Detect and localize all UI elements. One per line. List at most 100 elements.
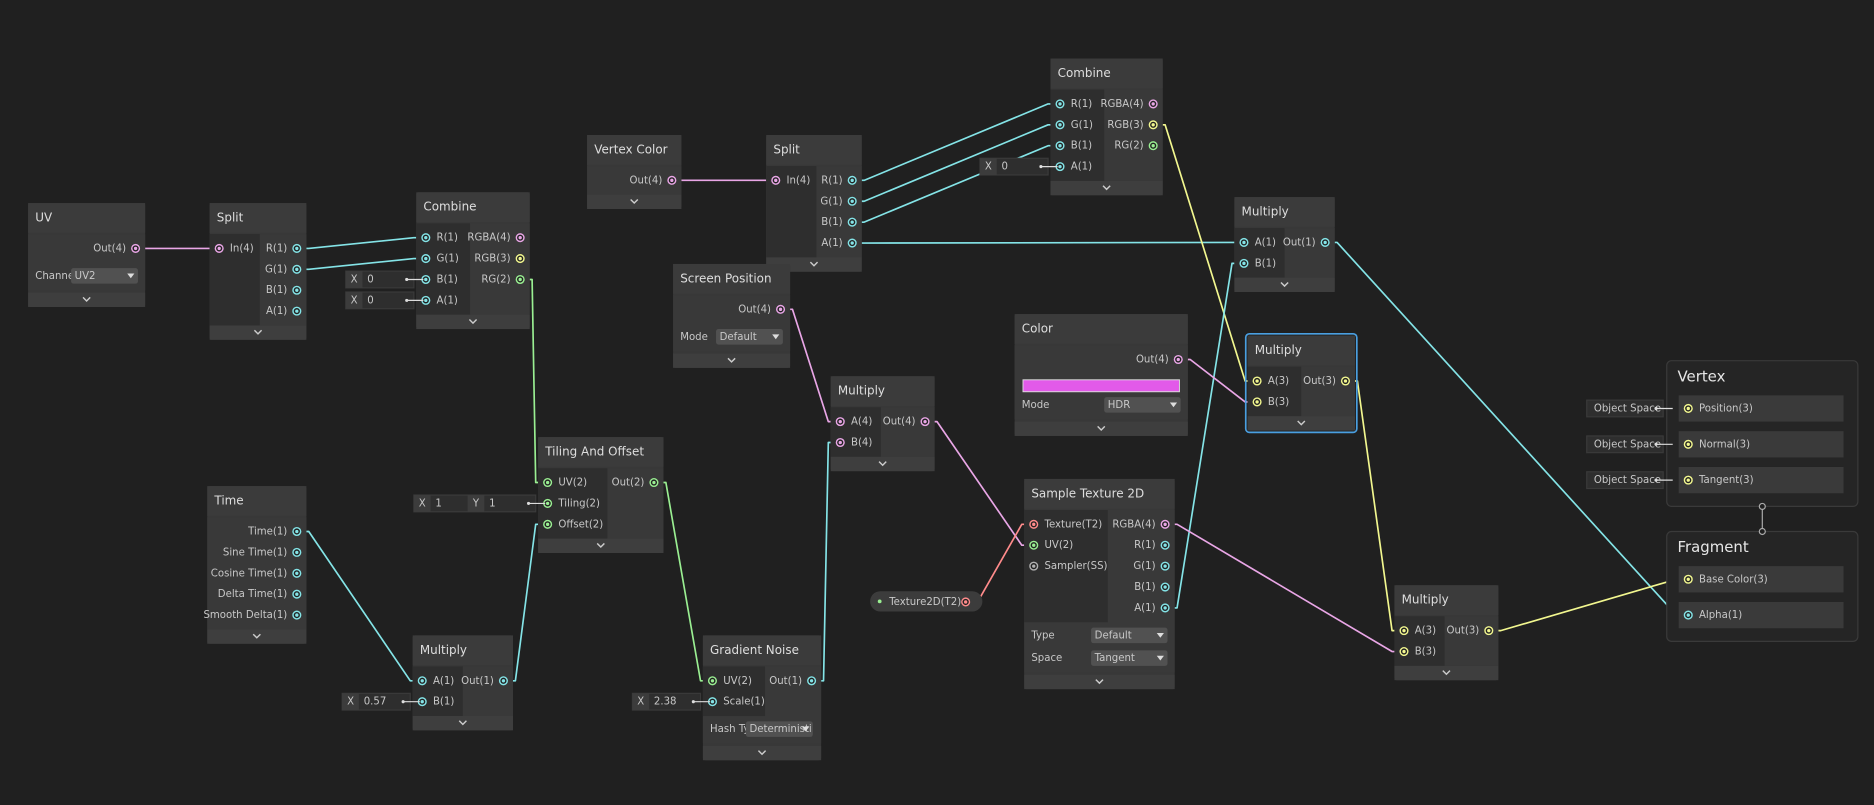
inline-axis-label: X [347, 697, 354, 708]
output-port-dot [1343, 379, 1348, 383]
collapse-arrow[interactable] [1097, 425, 1106, 431]
output-port-dot [670, 178, 674, 183]
master-port-dot [1686, 577, 1690, 581]
dropdown[interactable] [716, 329, 783, 345]
input-label: A(3) [1415, 626, 1436, 637]
node-title: Multiply [1255, 343, 1302, 357]
input-port-dot [710, 679, 715, 683]
input-port-dot [1402, 628, 1406, 633]
collapse-arrow[interactable] [253, 329, 263, 335]
field-label: Mode [1022, 400, 1050, 411]
node[interactable]: Screen Position Out(4) Mode Default [673, 263, 791, 368]
input-column [1394, 616, 1445, 666]
collapse-arrow[interactable] [468, 318, 478, 325]
collapse-arrow[interactable] [1102, 185, 1111, 191]
dropdown[interactable] [1091, 650, 1168, 666]
node[interactable]: Multiply A(3) B(3) Out(3) [1394, 585, 1499, 681]
node-header [766, 134, 862, 165]
collapse-arrow[interactable] [1095, 679, 1104, 685]
input-port-dot [838, 419, 842, 424]
collapse-bar [830, 456, 935, 472]
input-port-dot [424, 298, 428, 303]
node[interactable]: Multiply A(3) B(3) Out(3) [1244, 332, 1358, 434]
node[interactable]: Multiply A(4) B(4) Out(4) [830, 376, 935, 472]
output-label: B(1) [266, 285, 287, 296]
input-port-dot [1032, 522, 1036, 526]
node[interactable]: Split In(4) R(1) G(1) B(1) A(1) [766, 134, 862, 272]
node-header [702, 635, 822, 666]
output-label: G(1) [265, 264, 287, 275]
inline-axis [345, 292, 363, 309]
node[interactable]: UV Out(4) Channe UV2 [28, 203, 146, 307]
collapse-arrow[interactable] [878, 461, 887, 467]
inline-axis-label: X [637, 697, 644, 708]
collapse-arrow[interactable] [458, 720, 467, 726]
collapse-arrow[interactable] [1442, 670, 1451, 676]
collapse-arrow[interactable] [809, 261, 819, 267]
collapse-arrow[interactable] [1280, 281, 1289, 288]
input-port-dot [424, 277, 428, 282]
node[interactable]: Multiply A(1) B(1) X 0.57 Out(1) [341, 635, 514, 731]
property-node[interactable]: Texture2D(T2) [870, 591, 983, 612]
input-port-dot [1242, 261, 1246, 266]
node[interactable]: Color Out(4) Mode HDR [1014, 314, 1188, 436]
output-port-dot [850, 241, 854, 245]
master-row [1678, 431, 1844, 458]
collapse-arrow[interactable] [82, 296, 91, 302]
output-label: Time(1) [247, 526, 287, 537]
collapse-arrow[interactable] [1297, 420, 1306, 426]
node-title: Multiply [1242, 204, 1289, 218]
node-header [412, 635, 514, 666]
node[interactable]: Gradient Noise UV(2) Scale(1) X 2.38 Out(1) Ha… [631, 635, 822, 761]
node[interactable]: Time Time(1) Sine Time(1) Cosine Time(1) Del… [203, 486, 307, 644]
node-title: Time [213, 494, 243, 508]
master-node[interactable]: Vertex Position(3) Object Space Normal(3) Ob… [1586, 360, 1859, 508]
node[interactable]: Combine R(1) G(1) B(1) A(1) X 0 RGBA(4) RGB(3) RG… [979, 58, 1163, 196]
field-label: Mode [680, 332, 708, 343]
input-port-dot [1058, 123, 1062, 127]
collapse-arrow[interactable] [757, 750, 767, 756]
inline-dot [1654, 478, 1658, 482]
inline-axis-label: X [419, 498, 426, 509]
collapse-arrow[interactable] [252, 633, 261, 639]
node[interactable]: Multiply A(1) B(1) Out(1) [1234, 197, 1335, 293]
output-port-dot [295, 309, 299, 313]
node[interactable]: Sample Texture 2D Texture(T2) UV(2) Sampler… [1024, 478, 1175, 690]
output-label: Out(4) [738, 304, 771, 315]
node-ports [207, 517, 307, 630]
node[interactable]: Vertex Color Out(4) [587, 134, 682, 210]
output-port-dot [1176, 357, 1180, 362]
collapse-bar [1050, 180, 1163, 196]
collapse-arrow[interactable] [596, 542, 605, 549]
output-port-dot [809, 679, 814, 683]
input-label: B(3) [1268, 397, 1289, 408]
color-swatch[interactable] [1022, 379, 1180, 393]
output-label: Smooth Delta(1) [203, 610, 287, 621]
master-port-dot [1686, 613, 1690, 617]
dropdown[interactable] [1091, 627, 1168, 644]
dropdown[interactable] [745, 721, 813, 737]
dropdown-arrow [1156, 655, 1164, 661]
input-label: G(1) [437, 254, 459, 265]
dropdown[interactable] [71, 268, 138, 284]
node-header [1234, 197, 1335, 227]
collapse-arrow[interactable] [727, 357, 736, 363]
input-column [412, 666, 463, 717]
node-header [1014, 314, 1188, 344]
master-port-label: Position(3) [1699, 403, 1753, 414]
dropdown[interactable] [1104, 397, 1181, 413]
output-label: R(1) [266, 243, 287, 254]
field-label: Channe [35, 271, 74, 282]
input-port-dot [1032, 564, 1036, 568]
node[interactable]: Combine R(1) G(1) B(1) X 0 A(1) X 0 RGBA(4) RGB(3)… [345, 192, 530, 330]
input-port-dot [1255, 400, 1259, 404]
collapse-arrow[interactable] [630, 198, 639, 205]
output-port-dot [295, 550, 299, 555]
output-port-dot [1163, 543, 1167, 547]
output-label: Out(2) [612, 478, 645, 489]
master-node[interactable]: Fragment Base Color(3) Alpha(1) [1666, 530, 1859, 642]
node[interactable]: Split In(4) R(1) G(1) B(1) A(1) [209, 203, 307, 340]
inline-value: 0.57 [364, 697, 387, 708]
